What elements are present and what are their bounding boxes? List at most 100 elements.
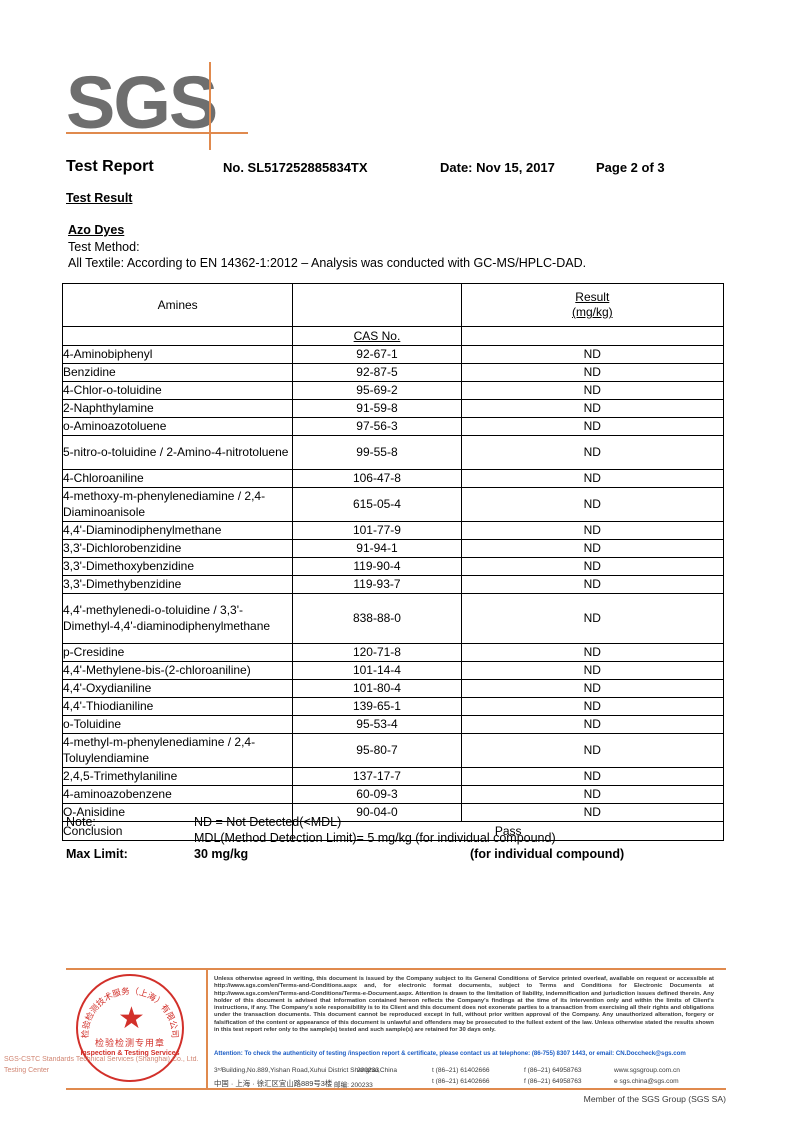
subheader-cas-label: CAS No.	[353, 329, 401, 343]
result-value: ND	[460, 435, 725, 470]
cas-number: 838-88-0	[292, 593, 462, 644]
note-label: Note:	[66, 815, 96, 829]
table-row: 2,4,5-Trimethylaniline 137-17-7 ND	[61, 767, 725, 786]
result-value: ND	[460, 575, 725, 594]
page-indicator: Page 2 of 3	[596, 160, 665, 175]
table-row: 2-Naphthylamine 91-59-8 ND	[61, 399, 725, 418]
cas-number: 95-80-7	[292, 733, 462, 768]
watermark-line-2: Testing Center	[4, 1067, 50, 1074]
footer-vertical-rule	[206, 968, 208, 1088]
result-value: ND	[460, 381, 725, 400]
watermark-line-1: SGS-CSTC Standards Technical Services (S…	[4, 1056, 199, 1063]
result-value: ND	[460, 803, 725, 822]
company-seal: 检验检测技术服务（上海）有限公司 ★ 检验检测专用章 Inspection & …	[76, 974, 188, 1086]
amine-name: 5-nitro-o-toluidine / 2-Amino-4-nitrotol…	[61, 435, 294, 470]
result-value: ND	[460, 521, 725, 540]
address-row-english: 3ʳᵈBuilding,No.889,Yishan Road,Xuhui Dis…	[214, 1067, 724, 1078]
table-row: 4,4'-Diaminodiphenylmethane 101-77-9 ND	[61, 521, 725, 540]
fax-2: f (86–21) 64958763	[524, 1078, 582, 1085]
max-limit-note: (for individual compound)	[470, 847, 625, 861]
amine-name: 4,4'-methylenedi-o-toluidine / 3,3'-Dime…	[61, 593, 294, 644]
table-row: 4-Chlor-o-toluidine 95-69-2 ND	[61, 381, 725, 400]
sgs-group-member-note: Member of the SGS Group (SGS SA)	[583, 1094, 726, 1104]
legal-disclaimer: Unless otherwise agreed in writing, this…	[214, 976, 714, 1034]
address-row-chinese: 中国 · 上海 · 徐汇区宜山路889号3楼 邮编: 200233 t (86–…	[214, 1078, 724, 1089]
subheader-cas: CAS No.	[292, 326, 462, 346]
attention-notice: Attention: To check the authenticity of …	[214, 1050, 686, 1057]
conclusion-value: Pass	[292, 821, 724, 841]
max-limit-value: 30 mg/kg	[194, 847, 249, 861]
report-date: Date: Nov 15, 2017	[440, 160, 555, 175]
azo-dyes-heading: Azo Dyes	[68, 223, 125, 237]
email-link[interactable]: e sgs.china@sgs.com	[614, 1078, 679, 1085]
report-title-row: Test Report No. SL517252885834TX Date: N…	[66, 158, 746, 180]
amine-name: 3,3'-Dimethybenzidine	[61, 575, 294, 594]
result-value: ND	[460, 417, 725, 436]
note-line-1: ND = Not Detected(<MDL)	[194, 815, 342, 829]
cas-number: 91-59-8	[292, 399, 462, 418]
footer-bottom-rule	[66, 1088, 726, 1090]
cas-number: 92-87-5	[292, 363, 462, 382]
result-value: ND	[460, 399, 725, 418]
table-row: 4-methyl-m-phenylenediamine / 2,4-Toluyl…	[61, 733, 725, 768]
header-result-line2: (mg/kg)	[571, 305, 613, 319]
result-value: ND	[460, 363, 725, 382]
table-subheader-row: CAS No.	[61, 326, 725, 346]
amine-name: o-Aminoazotoluene	[61, 417, 294, 436]
amine-name: o-Toluidine	[61, 715, 294, 734]
table-row: 4,4'-Thiodianiline 139-65-1 ND	[61, 697, 725, 716]
amines-table-body: 4-Aminobiphenyl 92-67-1 ND Benzidine 92-87-5…	[61, 345, 725, 822]
seal-arc-text: 检验检测技术服务（上海）有限公司	[80, 986, 180, 1039]
telephone-2: t (86–21) 61402666	[432, 1078, 490, 1085]
table-row: 5-nitro-o-toluidine / 2-Amino-4-nitrotol…	[61, 435, 725, 470]
amine-name: Benzidine	[61, 363, 294, 382]
amine-name: 4,4'-Thiodianiline	[61, 697, 294, 716]
cas-number: 97-56-3	[292, 417, 462, 436]
page-title: Test Report	[66, 158, 154, 175]
address-english-zip: 200233	[357, 1067, 380, 1074]
cas-number: 139-65-1	[292, 697, 462, 716]
website-link[interactable]: www.sgsgroup.com.cn	[614, 1067, 680, 1074]
amine-name: 2-Naphthylamine	[61, 399, 294, 418]
amines-results-table: Amines Result (mg/kg) CAS No. 4-Aminobip…	[61, 283, 725, 841]
result-value: ND	[460, 679, 725, 698]
table-row: o-Toluidine 95-53-4 ND	[61, 715, 725, 734]
result-value: ND	[460, 345, 725, 364]
footer-top-rule	[66, 968, 726, 970]
table-row: p-Cresidine 120-71-8 ND	[61, 643, 725, 662]
cas-number: 91-94-1	[292, 539, 462, 558]
table-row: 4-aminoazobenzene 60-09-3 ND	[61, 785, 725, 804]
address-chinese-zip: 邮编: 200233	[334, 1081, 373, 1089]
header-result: Result (mg/kg)	[460, 283, 725, 327]
cas-number: 615-05-4	[292, 487, 462, 522]
result-value: ND	[460, 697, 725, 716]
table-row: 3,3'-Dichlorobenzidine 91-94-1 ND	[61, 539, 725, 558]
cas-number: 119-93-7	[292, 575, 462, 594]
table-row: 4,4'-Oxydianiline 101-80-4 ND	[61, 679, 725, 698]
fax-1: f (86–21) 64958763	[524, 1067, 582, 1074]
table-row: 4-Aminobiphenyl 92-67-1 ND	[61, 345, 725, 364]
seal-center-english: Inspection & Testing Services	[80, 1050, 180, 1057]
seal-watermark-text: SGS-CSTC Standards Technical Services (S…	[4, 1054, 204, 1076]
amine-name: 4-methoxy-m-phenylenediamine / 2,4-Diami…	[61, 487, 294, 522]
result-value: ND	[460, 785, 725, 804]
header-blank	[292, 283, 462, 327]
test-method-label: Test Method:	[68, 240, 140, 254]
seal-star-icon: ★	[118, 1002, 145, 1035]
cas-number: 106-47-8	[292, 469, 462, 488]
table-row: 4-methoxy-m-phenylenediamine / 2,4-Diami…	[61, 487, 725, 522]
result-value: ND	[460, 539, 725, 558]
amine-name: 3,3'-Dimethoxybenzidine	[61, 557, 294, 576]
amine-name: 4,4'-Oxydianiline	[61, 679, 294, 698]
result-value: ND	[460, 557, 725, 576]
table-row: 3,3'-Dimethybenzidine 119-93-7 ND	[61, 575, 725, 594]
table-row: 4-Chloroaniline 106-47-8 ND	[61, 469, 725, 488]
cas-number: 101-14-4	[292, 661, 462, 680]
amine-name: p-Cresidine	[61, 643, 294, 662]
company-address-block: 3ʳᵈBuilding,No.889,Yishan Road,Xuhui Dis…	[214, 1067, 724, 1089]
max-limit-label: Max Limit:	[66, 847, 128, 861]
amines-table-wrapper: Amines Result (mg/kg) CAS No. 4-Aminobip…	[61, 283, 725, 841]
sgs-logo-text: SGS	[66, 61, 218, 144]
table-row: o-Aminoazotoluene 97-56-3 ND	[61, 417, 725, 436]
